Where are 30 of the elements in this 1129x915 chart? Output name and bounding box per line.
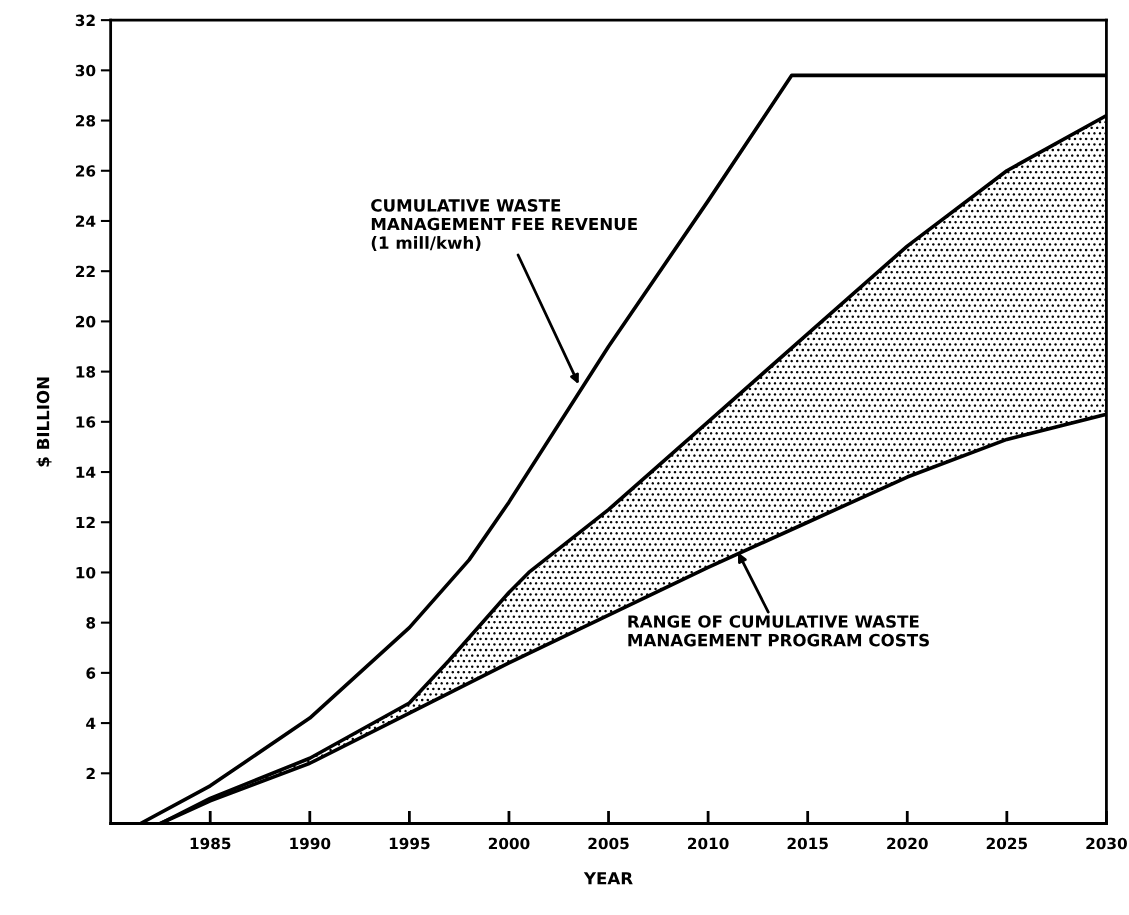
- y-tick-label: 24: [76, 215, 96, 227]
- y-axis-title: $ BILLION: [36, 377, 52, 467]
- y-tick-label: 4: [86, 717, 96, 729]
- y-tick-label: 2: [86, 767, 95, 780]
- annotation: CUMULATIVE WASTE MANAGEMENT FEE REVENUE (1 mill/kwh): [371, 199, 637, 251]
- x-tick-label: 2020: [887, 837, 928, 850]
- x-tick-label: 2030: [1086, 837, 1127, 850]
- y-tick-label: 8: [86, 617, 96, 629]
- x-tick-label: 2010: [688, 837, 729, 850]
- y-tick-label: 28: [76, 115, 96, 127]
- x-tick-label: 1990: [290, 837, 331, 850]
- y-tick-label: 26: [76, 165, 96, 177]
- x-tick-label: 2015: [787, 837, 828, 850]
- x-tick-label: 2025: [986, 837, 1028, 850]
- y-tick-label: 6: [86, 667, 96, 679]
- y-tick-label: 20: [76, 315, 96, 328]
- y-tick-label: 30: [75, 64, 96, 77]
- y-tick-label: 12: [76, 516, 95, 529]
- annotation: RANGE OF CUMULATIVE WASTE MANAGEMENT PROGRAM COSTS: [628, 615, 929, 647]
- x-tick-label: 2000: [488, 837, 530, 850]
- x-tick-label: 2005: [588, 837, 629, 850]
- y-tick-label: 18: [76, 366, 96, 378]
- x-tick-label: 1985: [190, 837, 231, 850]
- x-tick-label: 1995: [389, 837, 430, 850]
- y-tick-label: 14: [76, 466, 96, 478]
- y-tick-label: 10: [76, 566, 96, 579]
- y-tick-label: 22: [76, 265, 95, 277]
- y-tick-label: 16: [76, 416, 96, 428]
- y-tick-label: 32: [75, 14, 95, 27]
- x-axis-title: YEAR: [583, 872, 633, 885]
